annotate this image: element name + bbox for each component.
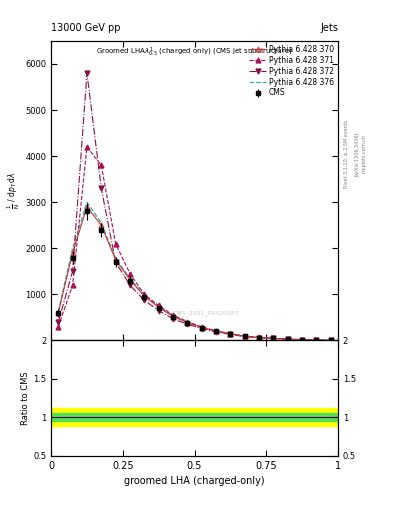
- Pythia 6.428 372: [113, 259, 118, 265]
- Pythia 6.428 370: [171, 313, 175, 319]
- Pythia 6.428 376: [156, 303, 161, 309]
- Pythia 6.428 371: [300, 336, 305, 343]
- Pythia 6.428 376: [314, 337, 319, 343]
- Pythia 6.428 371: [242, 333, 247, 339]
- Pythia 6.428 370: [84, 204, 89, 210]
- Line: Pythia 6.428 372: Pythia 6.428 372: [56, 71, 333, 343]
- Pythia 6.428 370: [156, 304, 161, 310]
- Pythia 6.428 371: [185, 318, 190, 325]
- Pythia 6.428 370: [128, 276, 132, 283]
- Text: Rivet 3.1.10, ≥ 2.5M events: Rivet 3.1.10, ≥ 2.5M events: [344, 119, 349, 188]
- Legend: Pythia 6.428 370, Pythia 6.428 371, Pythia 6.428 372, Pythia 6.428 376, CMS: Pythia 6.428 370, Pythia 6.428 371, Pyth…: [248, 43, 336, 99]
- Y-axis label: Ratio to CMS: Ratio to CMS: [21, 371, 30, 425]
- Pythia 6.428 371: [113, 241, 118, 247]
- Pythia 6.428 372: [285, 336, 290, 343]
- Pythia 6.428 370: [228, 331, 233, 337]
- Pythia 6.428 372: [257, 335, 261, 341]
- Pythia 6.428 370: [113, 257, 118, 263]
- Pythia 6.428 376: [185, 319, 190, 325]
- Pythia 6.428 370: [257, 334, 261, 340]
- Pythia 6.428 376: [300, 336, 305, 343]
- Pythia 6.428 371: [84, 144, 89, 150]
- Pythia 6.428 371: [228, 331, 233, 337]
- Pythia 6.428 372: [171, 316, 175, 322]
- Pythia 6.428 371: [285, 336, 290, 342]
- Pythia 6.428 376: [242, 333, 247, 339]
- Pythia 6.428 372: [300, 336, 305, 343]
- Pythia 6.428 370: [99, 222, 104, 228]
- Pythia 6.428 372: [128, 282, 132, 288]
- Pythia 6.428 372: [228, 331, 233, 337]
- Pythia 6.428 370: [271, 335, 276, 342]
- Line: Pythia 6.428 376: Pythia 6.428 376: [58, 202, 331, 340]
- Pythia 6.428 372: [84, 70, 89, 76]
- Pythia 6.428 370: [185, 319, 190, 326]
- Pythia 6.428 370: [242, 333, 247, 339]
- Pythia 6.428 370: [329, 337, 333, 344]
- Pythia 6.428 376: [84, 199, 89, 205]
- Pythia 6.428 371: [271, 335, 276, 342]
- Pythia 6.428 372: [329, 337, 333, 344]
- Pythia 6.428 370: [56, 310, 61, 316]
- Pythia 6.428 372: [142, 297, 147, 304]
- Pythia 6.428 372: [314, 337, 319, 343]
- Pythia 6.428 371: [56, 324, 61, 330]
- Pythia 6.428 376: [171, 313, 175, 319]
- Pythia 6.428 370: [142, 293, 147, 300]
- Pythia 6.428 376: [329, 337, 333, 344]
- Pythia 6.428 376: [128, 275, 132, 282]
- Pythia 6.428 371: [314, 337, 319, 343]
- Pythia 6.428 376: [285, 336, 290, 342]
- X-axis label: groomed LHA (charged-only): groomed LHA (charged-only): [124, 476, 265, 486]
- Pythia 6.428 376: [113, 255, 118, 262]
- Pythia 6.428 376: [257, 334, 261, 340]
- Pythia 6.428 376: [271, 335, 276, 342]
- Pythia 6.428 371: [214, 328, 219, 334]
- Pythia 6.428 370: [199, 325, 204, 331]
- Pythia 6.428 372: [99, 185, 104, 191]
- Pythia 6.428 371: [199, 324, 204, 330]
- Pythia 6.428 372: [70, 268, 75, 274]
- Pythia 6.428 371: [171, 312, 175, 318]
- Pythia 6.428 371: [257, 334, 261, 340]
- Pythia 6.428 370: [214, 328, 219, 334]
- Pythia 6.428 372: [185, 321, 190, 327]
- Text: Groomed LHA$\lambda^{1}_{0.5}$ (charged only) (CMS jet substructure): Groomed LHA$\lambda^{1}_{0.5}$ (charged …: [96, 46, 293, 59]
- Pythia 6.428 372: [199, 326, 204, 332]
- Pythia 6.428 371: [329, 337, 333, 344]
- Pythia 6.428 372: [156, 307, 161, 313]
- Pythia 6.428 371: [128, 270, 132, 276]
- Pythia 6.428 370: [300, 336, 305, 343]
- Text: Jets: Jets: [320, 23, 338, 33]
- Pythia 6.428 370: [285, 336, 290, 343]
- Text: [arXiv:1306.3436]: [arXiv:1306.3436]: [354, 132, 359, 176]
- Y-axis label: $\frac{1}{\mathrm{N}}$ / $\mathrm{d}p_{T}\,\mathrm{d}\lambda$: $\frac{1}{\mathrm{N}}$ / $\mathrm{d}p_{T…: [6, 172, 22, 209]
- Pythia 6.428 371: [142, 291, 147, 297]
- Pythia 6.428 371: [99, 162, 104, 168]
- Pythia 6.428 371: [70, 282, 75, 288]
- Pythia 6.428 376: [142, 292, 147, 298]
- Pythia 6.428 376: [199, 324, 204, 330]
- Line: Pythia 6.428 370: Pythia 6.428 370: [56, 204, 333, 343]
- Pythia 6.428 371: [156, 303, 161, 309]
- Pythia 6.428 376: [56, 308, 61, 314]
- Pythia 6.428 376: [214, 328, 219, 334]
- Line: Pythia 6.428 371: Pythia 6.428 371: [56, 144, 333, 343]
- Text: CMS_2021_PAS20187: CMS_2021_PAS20187: [173, 311, 239, 316]
- Pythia 6.428 372: [56, 319, 61, 325]
- Text: 13000 GeV pp: 13000 GeV pp: [51, 23, 121, 33]
- Pythia 6.428 376: [99, 220, 104, 226]
- Pythia 6.428 372: [242, 333, 247, 339]
- Pythia 6.428 372: [214, 329, 219, 335]
- Pythia 6.428 370: [314, 337, 319, 343]
- Pythia 6.428 370: [70, 250, 75, 256]
- Pythia 6.428 376: [228, 331, 233, 337]
- Pythia 6.428 372: [271, 335, 276, 342]
- Pythia 6.428 376: [70, 245, 75, 251]
- Text: mcplots.cern.ch: mcplots.cern.ch: [362, 134, 367, 173]
